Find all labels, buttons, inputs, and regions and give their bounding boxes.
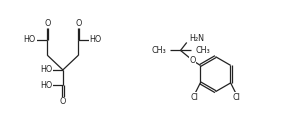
Text: O: O bbox=[189, 56, 196, 65]
Text: CH₃: CH₃ bbox=[195, 46, 210, 55]
Text: Cl: Cl bbox=[233, 93, 241, 102]
Text: HO: HO bbox=[40, 81, 52, 90]
Text: O: O bbox=[44, 19, 51, 28]
Text: CH₃: CH₃ bbox=[151, 46, 166, 55]
Text: HO: HO bbox=[89, 35, 101, 44]
Text: Cl: Cl bbox=[190, 93, 198, 102]
Text: O: O bbox=[60, 97, 66, 106]
Text: O: O bbox=[75, 19, 82, 28]
Text: H₂N: H₂N bbox=[189, 34, 204, 43]
Text: HO: HO bbox=[24, 35, 36, 44]
Text: HO: HO bbox=[40, 65, 53, 74]
